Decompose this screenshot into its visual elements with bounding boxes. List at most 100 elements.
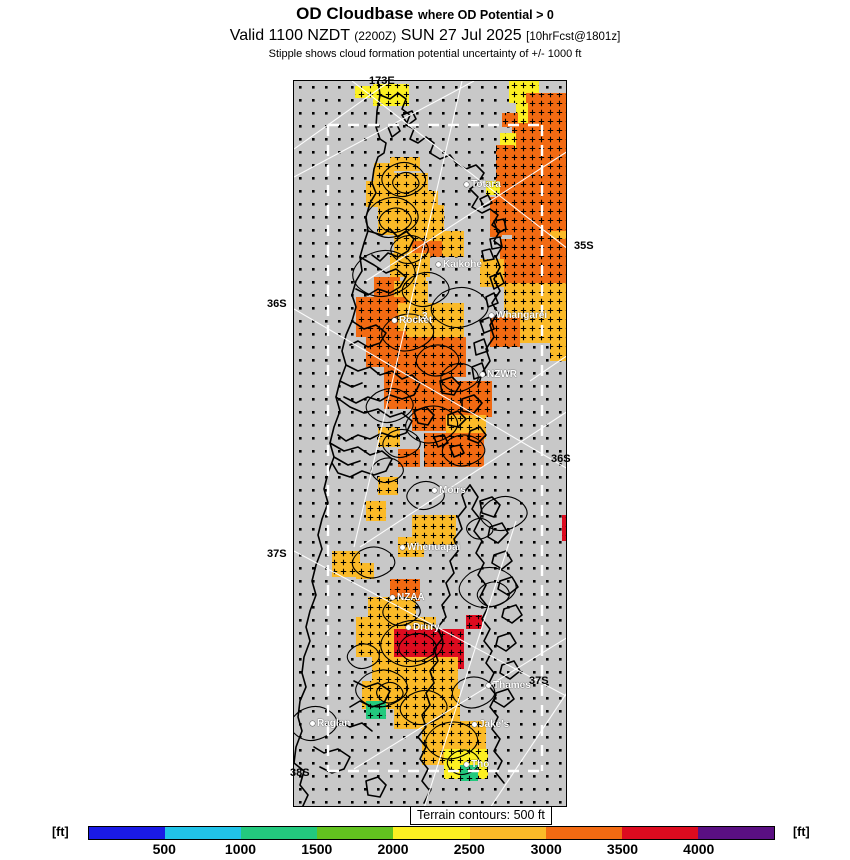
terrain-contours-caption: Terrain contours: 500 ft (410, 806, 552, 825)
colorbar-segment-5 (469, 827, 546, 839)
colorbar-segment-1 (165, 827, 242, 839)
city-name: Jake's (479, 719, 510, 730)
city-marker-dot (432, 487, 437, 493)
graticule-label-37s: 37S (529, 675, 549, 687)
city-name: Tho (471, 759, 490, 770)
valid-time-line: Valid 1100 NZDT (2200Z) SUN 27 Jul 2025 … (0, 27, 850, 45)
stipple-note: Stipple shows cloud formation potential … (268, 48, 582, 60)
city-name: Rocket (399, 315, 433, 326)
city-name: Moirs (439, 485, 466, 496)
city-name: NZWR (487, 369, 517, 380)
colorbar-tick-2500: 2500 (453, 841, 485, 857)
heatmap-cell-stipple (490, 317, 520, 347)
city-label-raglan: Raglan (310, 718, 350, 729)
city-marker-dot (400, 544, 405, 550)
graticule-label-37s: 37S (267, 548, 287, 560)
city-marker-dot (310, 720, 315, 726)
colorbar-segment-3 (317, 827, 394, 839)
city-name: Drury (413, 622, 440, 633)
city-marker-dot (464, 181, 469, 187)
colorbar-unit-right: [ft] (793, 825, 810, 839)
colorbar-tick-1000: 1000 (224, 841, 257, 857)
heatmap-cell-stipple (366, 501, 386, 521)
city-label-moirs: Moirs (432, 485, 466, 496)
city-name: Totara (471, 179, 501, 190)
city-label-nzaa: NZAA (390, 592, 425, 603)
map-canvas: Totara Kaikohe Rocket Whangarei NZWR Moirs Whe… (294, 81, 566, 806)
heatmap-cell-stipple (466, 615, 482, 629)
coastline-and-terrain-contours (294, 81, 566, 806)
cloudbase-heatmap-layer (294, 81, 566, 806)
city-marker-dot (486, 682, 491, 688)
city-marker-dot (480, 371, 485, 377)
heatmap-cell-stipple (516, 103, 528, 123)
title-main: OD Cloudbase (296, 4, 414, 23)
city-marker-dot (472, 721, 477, 727)
heatmap-cell-stipple (390, 579, 420, 601)
city-label-nzwr: NZWR (480, 369, 517, 380)
forecast-tag: [10hrFcst@1801z] (526, 31, 621, 43)
valid-prefix: Valid 1100 NZDT (229, 27, 350, 44)
valid-zulu: (2200Z) (354, 29, 397, 43)
colorbar-tick-500: 500 (152, 841, 176, 857)
heatmap-cell-stipple (486, 181, 500, 195)
colorbar-tick-3500: 3500 (606, 841, 639, 857)
city-marker-dot (436, 261, 441, 267)
city-label-whangarei: Whangarei (489, 310, 547, 321)
heatmap-cell-stipple (374, 277, 400, 299)
city-marker-dot (489, 312, 494, 318)
city-label-kaikohe: Kaikohe (436, 259, 482, 270)
colorbar-tick-4000: 4000 (683, 841, 715, 857)
heatmap-cell-stipple (398, 537, 424, 557)
graticule-label-36s: 36S (267, 298, 287, 310)
colorbar-segment-6 (545, 827, 622, 839)
city-name: Thames (493, 680, 531, 691)
city-label-whenuapai: Whenuapai (400, 542, 460, 553)
heatmap-cell-stipple (512, 123, 566, 243)
colorbar-segment-0 (89, 827, 166, 839)
city-name: Kaikohe (443, 259, 482, 270)
heatmap-cell-stipple (373, 84, 409, 106)
city-marker-dot (406, 624, 411, 630)
heatmap-cell-stipple (355, 86, 373, 98)
city-label-drury: Drury (406, 622, 440, 633)
city-label-totara: Totara (464, 179, 501, 190)
heatmap-cell-stipple (356, 297, 406, 337)
colorbar-tick-2000: 2000 (377, 841, 409, 857)
graticule-label-38s: 38S (290, 767, 310, 779)
title-block: OD Cloudbase where OD Potential > 0 Vali… (0, 0, 850, 60)
city-label-tho: Tho (464, 759, 489, 770)
colorbar-segment-2 (241, 827, 318, 839)
city-marker-dot (464, 761, 469, 767)
valid-date: SUN 27 Jul 2025 (400, 27, 522, 44)
colorbar-gradient (88, 826, 775, 840)
city-name: NZAA (397, 592, 425, 603)
forecast-map[interactable]: Totara Kaikohe Rocket Whangarei NZWR Moirs Whe… (293, 80, 567, 807)
heatmap-cell-stipple (500, 239, 566, 287)
colorbar-tick-1500: 1500 (301, 841, 333, 857)
colorbar-segment-7 (621, 827, 698, 839)
colorbar-segment-4 (393, 827, 470, 839)
city-marker-dot (390, 594, 395, 600)
page-title: OD Cloudbase where OD Potential > 0 (0, 4, 850, 24)
city-marker-dot (392, 317, 397, 323)
colorbar-unit-left: [ft] (52, 825, 69, 839)
graticule-label-173e: 173E (369, 75, 395, 87)
graticule-label-35s: 35S (574, 240, 594, 252)
city-name: Whangarei (496, 310, 548, 321)
colorbar-segment-8 (697, 827, 774, 839)
colorbar-tick-labels: 500 1000 1500 2000 2500 3000 3500 4000 (88, 841, 775, 859)
city-name: Raglan (317, 718, 351, 729)
city-name: Whenuapai (407, 542, 461, 553)
colorbar-tick-3000: 3000 (530, 841, 562, 857)
city-label-jake-s: Jake's (472, 719, 509, 730)
colorbar: [ft] [ft] 500 1000 1500 2000 2500 3000 3500 400… (0, 824, 850, 860)
city-label-thames: Thames (486, 680, 531, 691)
heatmap-cell-stipple (562, 515, 566, 541)
contour-label-3: 3 (422, 311, 428, 322)
heatmap-cell-stipple (398, 449, 420, 467)
graticule-label-36s: 36S (551, 453, 571, 465)
title-condition: where OD Potential > 0 (418, 8, 554, 22)
heatmap-cell-stipple (390, 157, 420, 171)
city-label-rocket: Rocket (392, 315, 432, 326)
